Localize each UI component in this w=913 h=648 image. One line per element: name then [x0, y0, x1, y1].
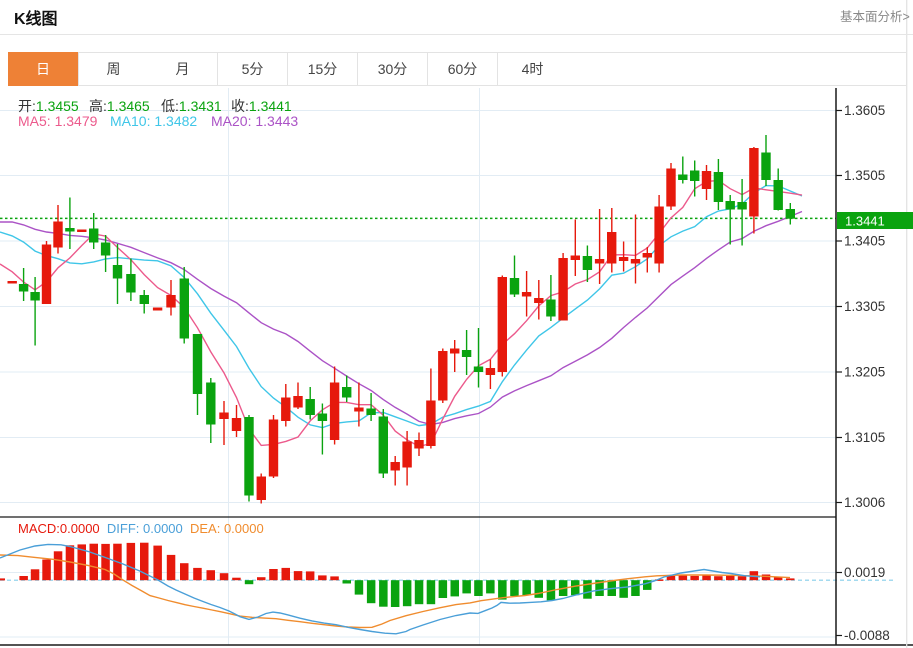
svg-text:1.3441: 1.3441 — [845, 214, 885, 229]
svg-text:1.3505: 1.3505 — [844, 168, 885, 183]
svg-text:1.3205: 1.3205 — [844, 365, 885, 380]
svg-text:1.3405: 1.3405 — [844, 234, 885, 249]
svg-text:-0.0088: -0.0088 — [844, 628, 890, 643]
svg-text:1.3605: 1.3605 — [844, 103, 885, 118]
svg-text:0.0019: 0.0019 — [844, 565, 885, 580]
svg-text:1.3305: 1.3305 — [844, 299, 885, 314]
svg-text:1.3105: 1.3105 — [844, 430, 885, 445]
svg-text:1.3006: 1.3006 — [844, 495, 885, 510]
